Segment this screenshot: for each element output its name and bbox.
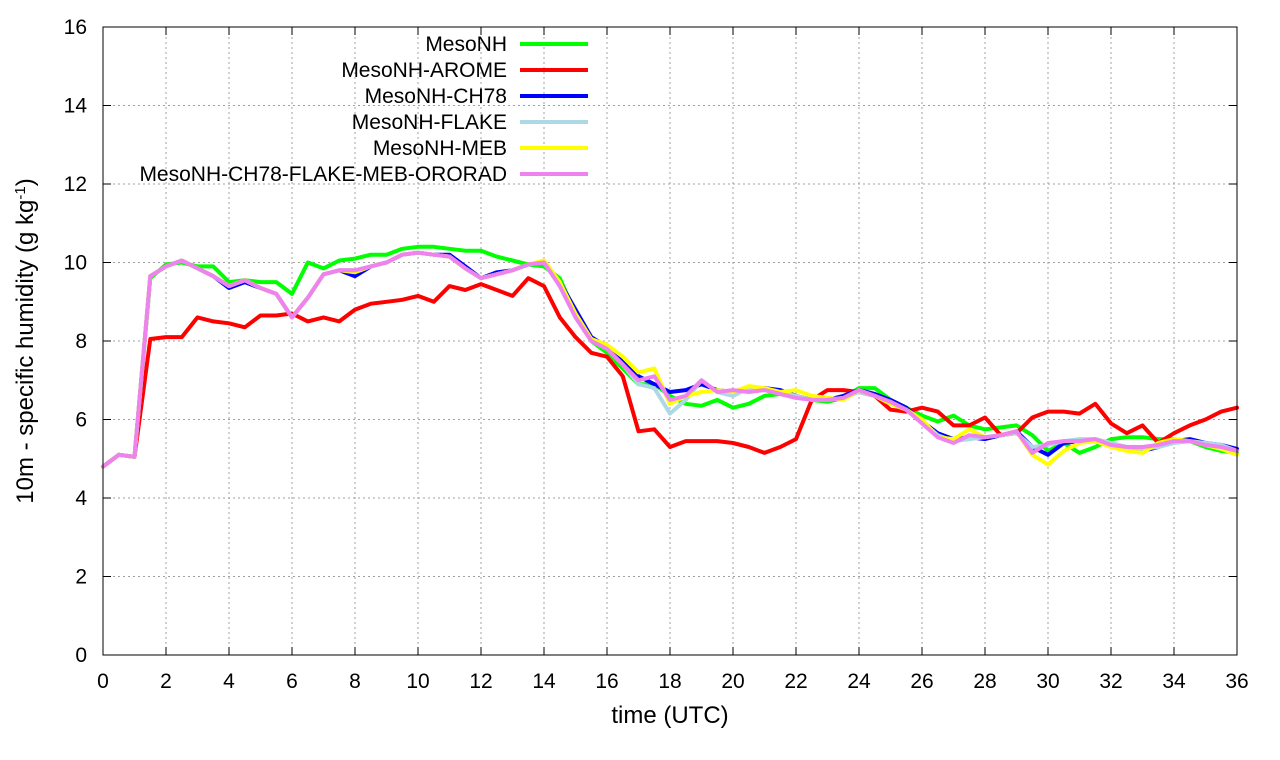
legend: MesoNH MesoNH-AROME MesoNH-CH78 MesoNH-FLAK… <box>139 33 588 186</box>
x-tick-label: 22 <box>784 670 807 693</box>
x-tick-label: 20 <box>721 670 744 693</box>
y-tick-label: 14 <box>64 95 88 118</box>
x-tick-label: 32 <box>1099 670 1122 693</box>
x-tick-label: 36 <box>1225 670 1248 693</box>
y-tick-label: 12 <box>64 173 87 196</box>
x-tick-label: 26 <box>910 670 933 693</box>
series-layer <box>101 244 1239 469</box>
x-tick-label: 12 <box>469 670 492 693</box>
tick-labels: 0 2 4 6 8 10 12 14 16 18 20 22 24 26 28 30 32 34 360246810… <box>64 16 1249 693</box>
x-tick-label: 0 <box>97 670 109 693</box>
grid <box>103 27 1237 655</box>
x-tick-label: 2 <box>160 670 172 693</box>
y-axis-title: 10m - specific humidity (g kg-1) <box>12 178 40 503</box>
series-line-6 <box>101 250 1239 469</box>
legend-label-2: MesoNH-AROME <box>341 59 507 82</box>
x-tick-label: 6 <box>286 670 298 693</box>
legend-label-6: MesoNH-CH78-FLAKE-MEB-ORORAD <box>139 163 507 186</box>
x-tick-label: 34 <box>1162 670 1186 693</box>
y-tick-label: 0 <box>75 644 87 667</box>
y-axis-title-sup: -1 <box>12 186 29 199</box>
y-tick-label: 8 <box>75 330 87 353</box>
x-tick-label: 16 <box>595 670 618 693</box>
y-tick-label: 10 <box>64 252 87 275</box>
x-tick-label: 18 <box>658 670 681 693</box>
y-axis-title-main: 10m - specific humidity (g kg <box>12 200 39 504</box>
x-tick-label: 24 <box>847 670 871 693</box>
x-tick-label: 4 <box>223 670 235 693</box>
legend-label-3: MesoNH-CH78 <box>365 85 507 108</box>
y-tick-label: 4 <box>75 487 87 510</box>
y-axis-title-end: ) <box>12 178 39 186</box>
y-tick-label: 2 <box>75 566 87 589</box>
x-tick-label: 30 <box>1036 670 1059 693</box>
legend-label-1: MesoNH <box>425 33 507 56</box>
y-tick-label: 16 <box>64 16 87 39</box>
x-axis-title: time (UTC) <box>611 702 728 729</box>
series-line-1 <box>101 244 1239 469</box>
series-line-2 <box>101 276 1239 469</box>
legend-label-5: MesoNH-MEB <box>373 137 507 160</box>
x-tick-label: 28 <box>973 670 996 693</box>
x-tick-label: 14 <box>532 670 556 693</box>
axis-ticks <box>102 26 1238 656</box>
y-tick-label: 6 <box>75 409 87 432</box>
x-tick-label: 10 <box>406 670 429 693</box>
x-tick-label: 8 <box>349 670 361 693</box>
legend-label-4: MesoNH-FLAKE <box>352 111 507 134</box>
